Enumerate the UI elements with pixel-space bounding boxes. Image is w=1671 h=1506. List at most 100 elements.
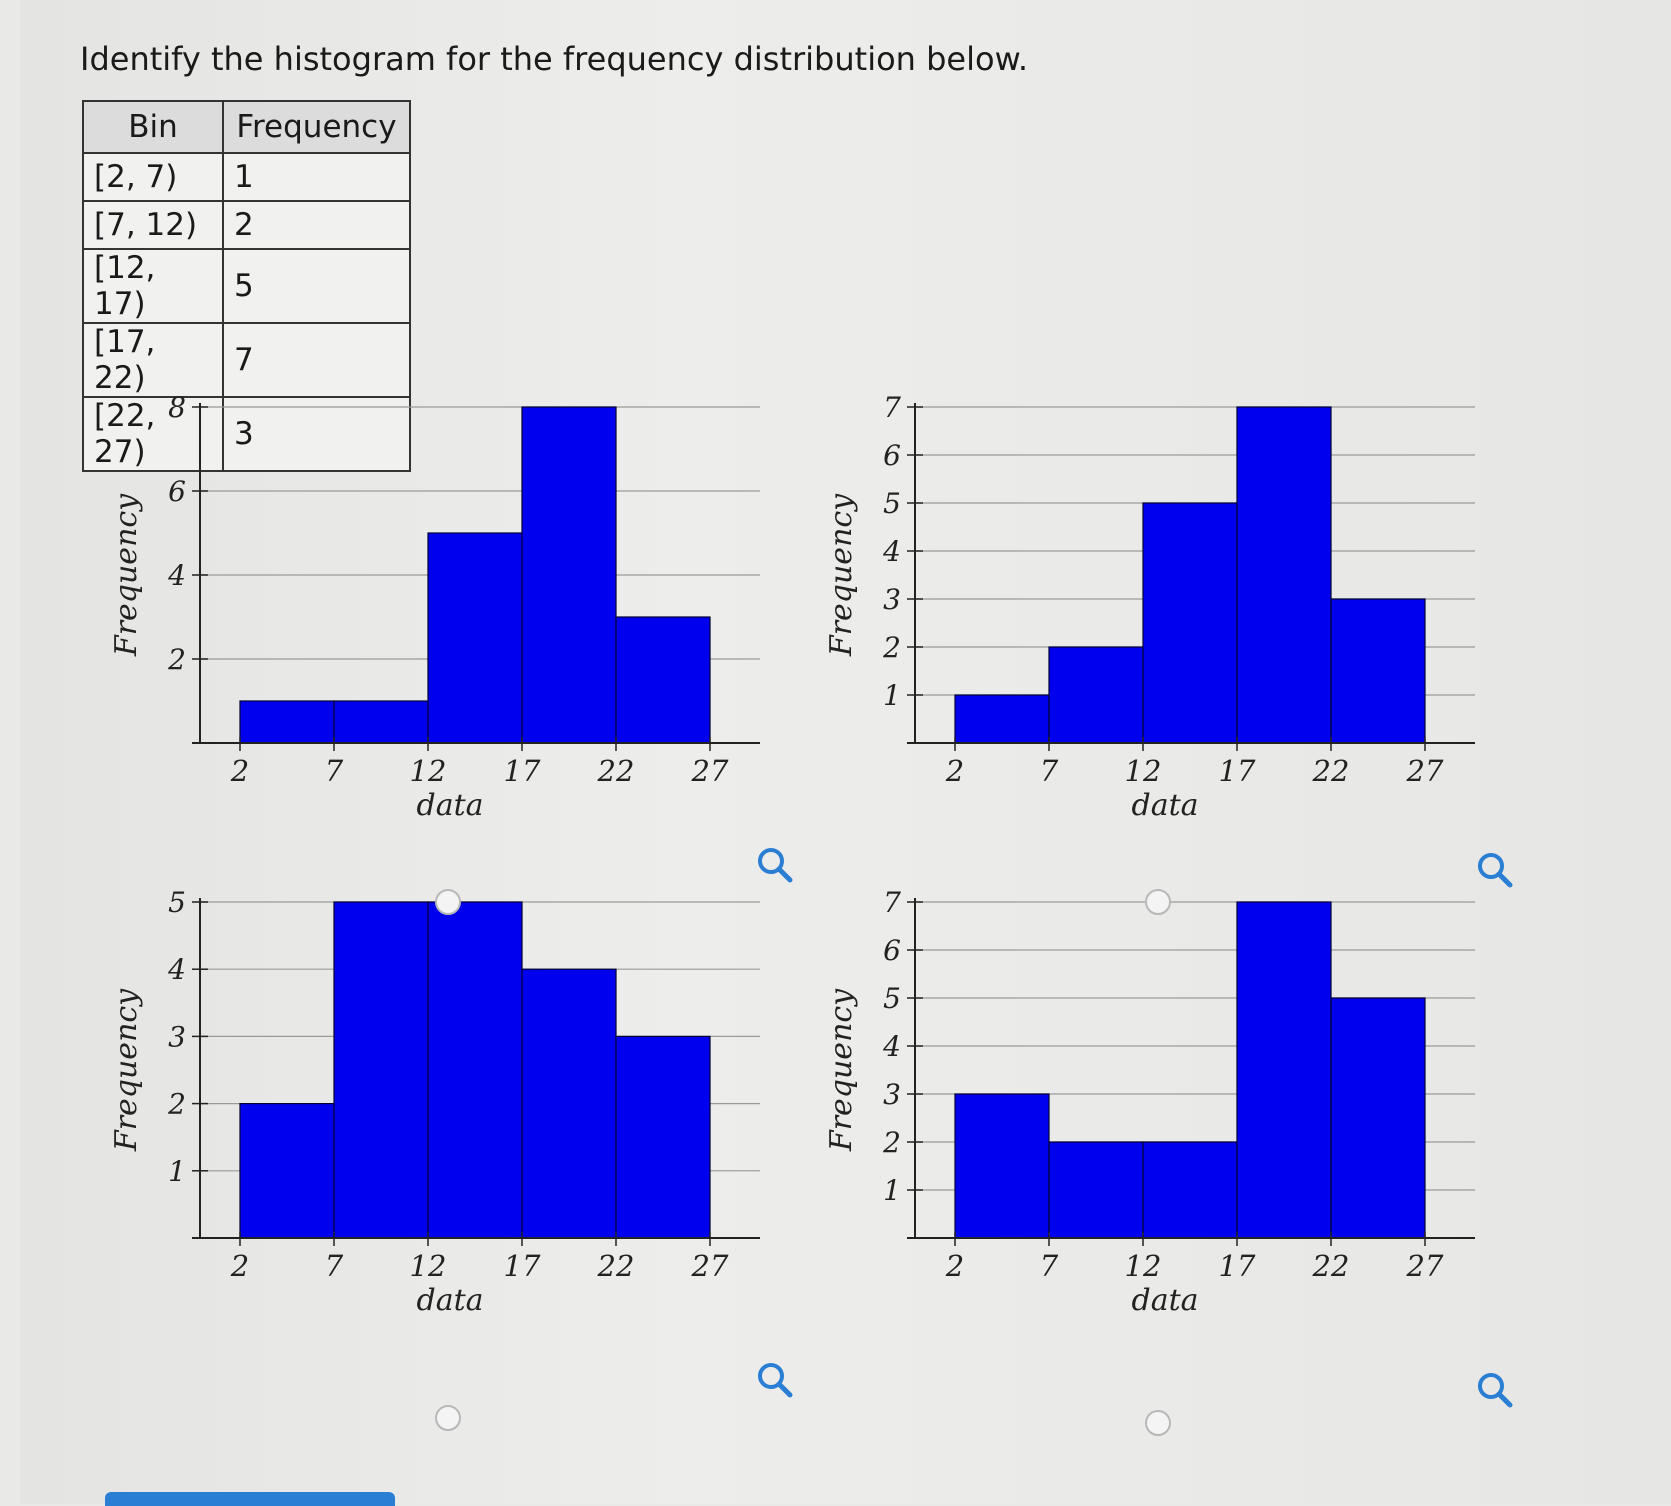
x-tick-label: 2: [230, 1249, 249, 1283]
bin-cell: [12, 17): [82, 248, 224, 324]
histogram-bar: [333, 700, 429, 744]
y-tick-label: 5: [883, 487, 901, 520]
y-tick-label: 5: [168, 890, 186, 919]
histogram-bar: [615, 616, 711, 744]
y-tick-label: 4: [882, 1030, 901, 1063]
zoom-icon[interactable]: [755, 1360, 795, 1400]
histogram-bar: [615, 1035, 711, 1239]
histogram-bar: [1048, 1141, 1144, 1239]
y-axis-label: Frequency: [824, 988, 859, 1152]
y-tick-label: 1: [883, 679, 901, 712]
histogram-bar: [239, 1103, 335, 1239]
histogram-bar: [954, 694, 1050, 744]
table-row: [2, 7) 1: [82, 152, 411, 202]
zoom-icon[interactable]: [1475, 850, 1515, 890]
histogram-bar: [1142, 1141, 1238, 1239]
x-tick-label: 17: [504, 1249, 541, 1283]
x-tick-label: 2: [945, 1249, 964, 1283]
frequency-cell: 7: [222, 322, 411, 398]
radio-option-b[interactable]: [1145, 889, 1171, 915]
x-tick-label: 12: [1125, 1249, 1162, 1283]
y-tick-label: 3: [883, 583, 901, 616]
histogram-bar: [1330, 997, 1426, 1239]
radio-option-a[interactable]: [435, 889, 461, 915]
x-tick-label: 27: [691, 1249, 729, 1283]
histogram-bar: [1236, 901, 1332, 1239]
x-tick-label: 7: [1040, 1249, 1059, 1283]
x-tick-label: 22: [1312, 1249, 1350, 1283]
histogram-bar: [1142, 502, 1238, 744]
bin-cell: [17, 22): [82, 322, 224, 398]
question-text: Identify the histogram for the frequency…: [80, 40, 1028, 78]
radio-option-c[interactable]: [435, 1405, 461, 1431]
histogram-option-d: 1 2 3 4 5 6 7 2 7 12 17 22 27 data Frequency: [815, 886, 1495, 1370]
x-tick-label: 27: [691, 754, 729, 788]
histogram-bar: [239, 700, 335, 744]
x-tick-label: 27: [1406, 754, 1444, 788]
y-axis-label: Frequency: [824, 493, 859, 657]
frequency-cell: 1: [222, 152, 411, 202]
frequency-cell: 5: [222, 248, 411, 324]
table-row: [12, 17) 5: [82, 248, 411, 324]
x-tick-label: 7: [325, 754, 344, 788]
y-tick-label: 6: [883, 934, 901, 967]
x-tick-label: 22: [597, 754, 635, 788]
x-tick-label: 17: [504, 754, 541, 788]
y-tick-label: 2: [167, 643, 186, 676]
y-axis-label: Frequency: [109, 493, 144, 657]
zoom-icon[interactable]: [755, 845, 795, 885]
histogram-option-b: 1 2 3 4 5 6 7 2 7 12 17 22 27 data Frequency: [815, 391, 1495, 875]
y-tick-label: 2: [882, 631, 901, 664]
y-tick-label: 1: [168, 1155, 186, 1188]
histogram-option-a: 2 4 6 8 2 7 12 17 22 27 data Frequency: [100, 391, 780, 875]
x-axis-label: data: [416, 788, 483, 823]
table-header-row: Bin Frequency: [82, 100, 411, 154]
x-tick-label: 27: [1406, 1249, 1444, 1283]
histogram-bar: [1330, 598, 1426, 744]
y-tick-label: 3: [168, 1020, 186, 1053]
y-tick-label: 6: [168, 475, 186, 508]
y-tick-label: 3: [883, 1078, 901, 1111]
frequency-cell: 2: [222, 200, 411, 250]
histogram-bar: [1048, 646, 1144, 744]
x-tick-label: 7: [1040, 754, 1059, 788]
x-tick-label: 17: [1219, 754, 1256, 788]
submit-button[interactable]: [105, 1492, 395, 1506]
x-axis-label: data: [1131, 788, 1198, 823]
frequency-table: Bin Frequency [2, 7) 1 [7, 12) 2 [12, 17…: [82, 100, 411, 472]
y-axis-label: Frequency: [109, 988, 144, 1152]
y-tick-label: 4: [882, 535, 901, 568]
zoom-icon[interactable]: [1475, 1370, 1515, 1410]
y-tick-label: 6: [883, 439, 901, 472]
x-tick-label: 2: [945, 754, 964, 788]
header-frequency: Frequency: [222, 100, 411, 154]
radio-option-d[interactable]: [1145, 1410, 1171, 1436]
table-row: [7, 12) 2: [82, 200, 411, 250]
x-axis-label: data: [1131, 1283, 1198, 1318]
x-tick-label: 12: [410, 754, 447, 788]
y-tick-label: 1: [883, 1174, 901, 1207]
histogram-bar: [521, 968, 617, 1239]
bin-cell: [2, 7): [82, 152, 224, 202]
histogram-bar: [954, 1093, 1050, 1239]
x-tick-label: 2: [230, 754, 249, 788]
x-tick-label: 22: [1312, 754, 1350, 788]
x-tick-label: 12: [410, 1249, 447, 1283]
y-tick-label: 8: [168, 395, 186, 424]
x-tick-label: 7: [325, 1249, 344, 1283]
x-axis-label: data: [416, 1283, 483, 1318]
histogram-bar: [521, 406, 617, 744]
bin-cell: [7, 12): [82, 200, 224, 250]
x-tick-label: 12: [1125, 754, 1162, 788]
y-tick-label: 2: [882, 1126, 901, 1159]
y-tick-label: 5: [883, 982, 901, 1015]
table-row: [17, 22) 7: [82, 322, 411, 398]
histogram-option-c: 1 2 3 4 5 2 7 12 17 22 27 data Frequency: [100, 886, 780, 1370]
histogram-bar: [1236, 406, 1332, 744]
histogram-bar: [333, 901, 429, 1239]
y-tick-label: 4: [167, 559, 186, 592]
